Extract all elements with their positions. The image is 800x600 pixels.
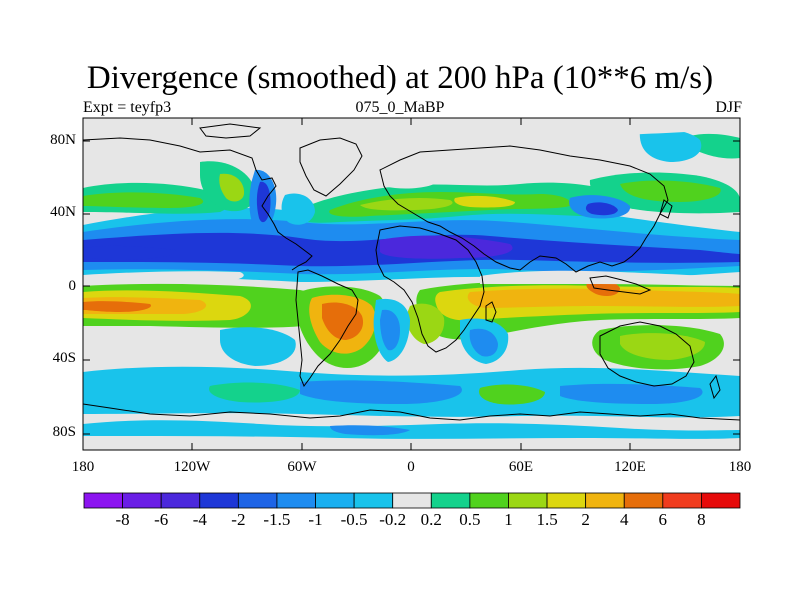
colorbar-swatch (353, 492, 394, 509)
colorbar-swatch (122, 492, 162, 509)
contour-neg-very-strong (380, 235, 513, 259)
contour-pos-s-america-core (322, 302, 364, 340)
colorbar-swatch (662, 492, 702, 509)
colorbar (83, 492, 741, 509)
contour-zero-pocket-1 (83, 271, 244, 284)
contour-zero-pocket-6 (83, 118, 285, 140)
contour-neg-nh-arc (639, 128, 702, 162)
coastline-new-zealand (709, 374, 721, 400)
colorbar-swatch (160, 492, 201, 509)
colorbar-swatch (508, 492, 548, 509)
colorbar-label: 2 (581, 510, 590, 529)
lon-tick-label-60e: 60E (508, 459, 534, 475)
contour-neg-sh-band-3 (560, 383, 703, 404)
contour-pos-indian-core (467, 288, 740, 308)
contour-pos-sh-band-4 (83, 301, 151, 312)
lat-tick-label-80s: 80S (52, 424, 76, 440)
colorbar-swatch (585, 492, 625, 509)
colorbar-label: 8 (697, 510, 706, 529)
contour-neg-maritime (469, 328, 498, 357)
contour-neg-sh-band-2 (300, 380, 462, 404)
coastline-japan (659, 199, 673, 219)
run-label: 075_0_MaBP (355, 99, 445, 116)
contour-neg-n-atlantic (281, 193, 315, 225)
contour-neg-strong-pacific (83, 245, 176, 260)
colorbar-swatch (83, 492, 123, 509)
contour-zero-pocket-3 (119, 333, 200, 353)
colorbar-swatch (237, 492, 278, 509)
coastline-australia (599, 321, 695, 387)
contour-neg-eurasia-core (585, 202, 618, 216)
contour-pos-pacific-nh-2 (620, 180, 721, 202)
contour-pos-sh-midlat (209, 382, 300, 403)
coastline-madagascar (485, 301, 497, 323)
colorbar-label: -4 (192, 510, 207, 529)
contour-pos-nh-band-2 (83, 192, 204, 208)
colorbar-label: 1.5 (536, 510, 558, 529)
lon-tick-label-0: 0 (407, 459, 415, 475)
colorbar-label: 0.5 (459, 510, 481, 529)
lon-tick-label-120w: 120W (173, 459, 211, 475)
coastline-indonesia (589, 275, 652, 295)
coastline-greenland (299, 137, 363, 197)
contour-neg-antarctic-2 (330, 425, 410, 436)
contour-pos-sh-midlat-2 (479, 384, 545, 405)
contour-neg-s-pacific (220, 327, 296, 366)
contour-pos-na-core (219, 173, 245, 202)
contour-neg-antarctic (83, 420, 740, 439)
colorbar-swatch (623, 492, 664, 509)
colorbar-swatch (430, 492, 471, 509)
colorbar-label: -1 (308, 510, 323, 529)
colorbar-swatch (199, 492, 239, 509)
lon-tick-label-180w: 180 (71, 459, 95, 475)
colorbar-label: 0.2 (420, 510, 442, 529)
divergence-field (83, 118, 740, 439)
colorbar-label: -0.5 (340, 510, 368, 529)
experiment-label: Expt = teyfp3 (83, 99, 172, 116)
coastline-arctic-islands (199, 123, 262, 139)
colorbar-label: -2 (231, 510, 246, 529)
axis-ticks (83, 118, 740, 450)
lon-tick-label-180e: 180 (728, 459, 752, 475)
lon-tick-label-120e: 120E (614, 459, 646, 475)
contour-pos-eurasia-core (360, 197, 453, 211)
season-label: DJF (715, 99, 742, 116)
coastline-south-america (295, 269, 359, 388)
colorbar-label: -1.5 (263, 510, 291, 529)
contour-pos-asia (454, 195, 515, 208)
coastlines (83, 123, 740, 421)
colorbar-swatch (546, 492, 587, 509)
contour-pos-africa-core (406, 303, 445, 344)
contour-pos-pacific-sh-2 (620, 333, 705, 360)
colorbar-swatch (315, 492, 355, 509)
lat-tick-label-80n: 80N (50, 132, 76, 148)
contour-zero-pocket-4 (369, 172, 440, 189)
coastline-eurasia (379, 145, 669, 273)
contour-zero-pocket-5 (285, 118, 740, 150)
coastline-north-america (83, 137, 313, 271)
lat-tick-label-40n: 40N (50, 204, 76, 220)
colorbar-label: -0.2 (379, 510, 407, 529)
colorbar-swatch (701, 492, 741, 509)
colorbar-label: -8 (115, 510, 130, 529)
plot-title: Divergence (smoothed) at 200 hPa (10**6 … (86, 60, 714, 96)
colorbar-label: 1 (504, 510, 513, 529)
lat-tick-label-40s: 40S (52, 350, 76, 366)
coastline-africa (375, 225, 485, 353)
lat-tick-label-eq: 0 (68, 278, 77, 294)
colorbar-label: 4 (619, 510, 629, 529)
coastline-antarctica (83, 403, 740, 421)
contour-zero-pocket-2 (480, 270, 740, 286)
colorbar-label: -6 (154, 510, 169, 529)
colorbar-swatch (392, 492, 432, 509)
colorbar-label: 6 (658, 510, 668, 529)
contour-neg-s-atlantic-2 (380, 309, 400, 351)
colorbar-swatch (469, 492, 509, 509)
lon-tick-label-60w: 60W (287, 459, 317, 475)
colorbar-swatch (276, 492, 316, 509)
